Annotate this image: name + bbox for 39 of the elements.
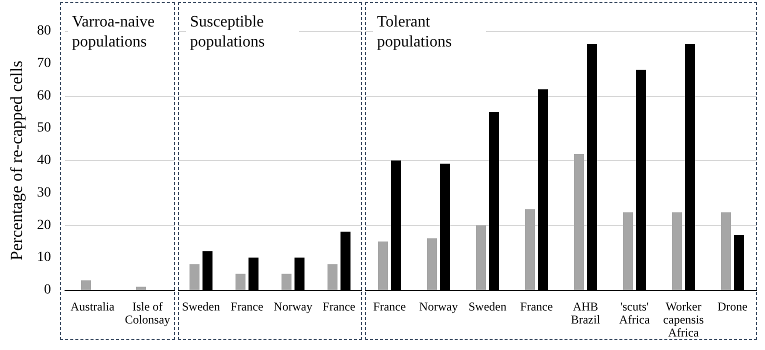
x-tick-label: Sweden — [468, 300, 506, 314]
bar — [236, 274, 246, 290]
chart-title: Varroa-naive populations — [72, 14, 159, 50]
y-axis-title: Percentage of re-capped cells — [7, 60, 26, 260]
bar — [525, 209, 535, 290]
y-tick-label: 40 — [37, 153, 51, 168]
y-tick-label: 80 — [37, 24, 51, 38]
y-tick-label: 70 — [37, 56, 51, 71]
y-tick-label: 30 — [37, 185, 51, 200]
x-tick-label: France — [520, 300, 553, 314]
x-tick-label: Drone — [718, 300, 748, 314]
bar — [378, 241, 388, 290]
y-tick-label: 0 — [44, 282, 51, 298]
y-tick-label: 10 — [37, 250, 51, 266]
x-tick-label: Worker capensis Africa — [663, 300, 704, 340]
bar — [574, 154, 584, 290]
x-tick-label: Isle of Colonsay — [124, 300, 170, 326]
bar — [721, 212, 731, 290]
bar — [328, 264, 338, 290]
x-tick-label: France — [322, 300, 356, 314]
bar — [672, 212, 682, 290]
chart-title: Susceptible populations — [190, 14, 268, 50]
bar — [623, 212, 633, 290]
x-tick-label: France — [230, 300, 264, 314]
y-tick-label: 50 — [37, 120, 51, 136]
x-tick-label: Norway — [274, 300, 312, 314]
chart-title: Tolerant populations — [377, 14, 452, 50]
x-tick-label: France — [373, 300, 406, 314]
y-tick-label: 60 — [37, 88, 51, 104]
bar — [476, 225, 486, 290]
x-tick-label: Sweden — [182, 300, 220, 314]
bar — [427, 238, 437, 290]
bar — [190, 264, 200, 290]
x-tick-label: 'scuts' Africa — [619, 300, 650, 326]
x-tick-label: AHB Brazil — [570, 300, 601, 326]
x-tick-label: Norway — [419, 300, 458, 314]
x-tick-label: Australia — [70, 300, 116, 314]
bar — [282, 274, 292, 290]
y-tick-label: 20 — [37, 218, 51, 233]
